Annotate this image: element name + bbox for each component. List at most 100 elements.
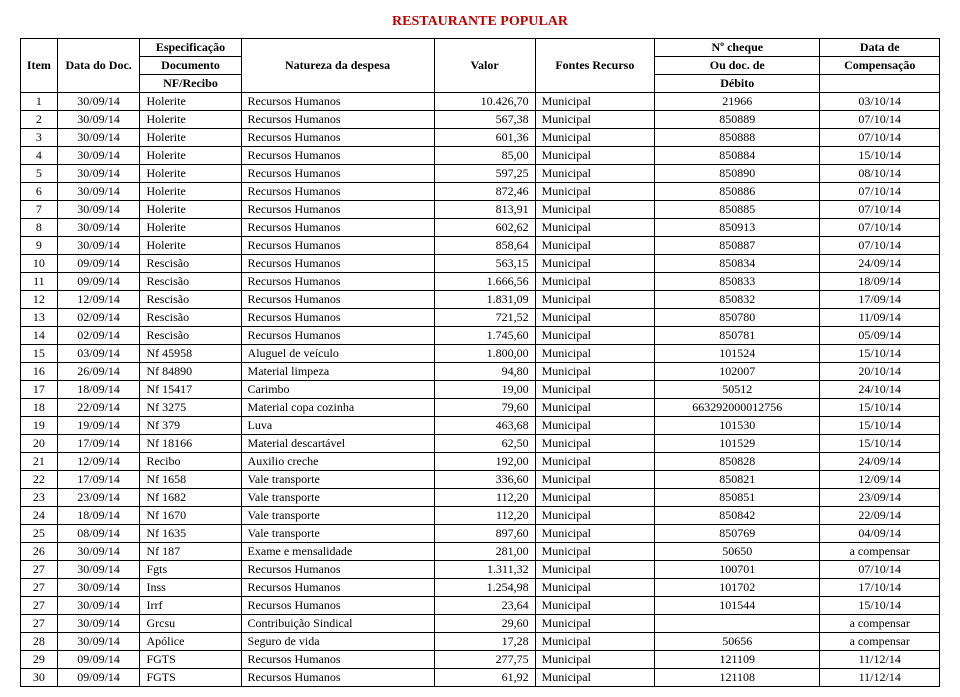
table-row: 930/09/14HoleriteRecursos Humanos858,64M…	[21, 237, 940, 255]
cell-valor: 85,00	[434, 147, 535, 165]
cell-espec: Fgts	[140, 561, 241, 579]
table-body: 130/09/14HoleriteRecursos Humanos10.426,…	[21, 93, 940, 687]
cell-fonte: Municipal	[535, 273, 654, 291]
cell-item: 17	[21, 381, 58, 399]
cell-espec: Holerite	[140, 201, 241, 219]
cell-item: 15	[21, 345, 58, 363]
table-row: 3009/09/14FGTSRecursos Humanos61,92Munic…	[21, 669, 940, 687]
cell-data-doc: 30/09/14	[57, 237, 140, 255]
table-row: 2730/09/14FgtsRecursos Humanos1.311,32Mu…	[21, 561, 940, 579]
cell-natureza: Recursos Humanos	[241, 237, 434, 255]
cell-fonte: Municipal	[535, 237, 654, 255]
cell-valor: 17,28	[434, 633, 535, 651]
cell-cheque: 50512	[655, 381, 820, 399]
cell-data-doc: 30/09/14	[57, 543, 140, 561]
cell-comp: 11/09/14	[820, 309, 940, 327]
cell-data-doc: 12/09/14	[57, 291, 140, 309]
cell-espec: Holerite	[140, 237, 241, 255]
cell-data-doc: 17/09/14	[57, 471, 140, 489]
cell-fonte: Municipal	[535, 201, 654, 219]
cell-data-doc: 30/09/14	[57, 93, 140, 111]
cell-espec: Rescisão	[140, 327, 241, 345]
cell-data-doc: 30/09/14	[57, 579, 140, 597]
cell-comp: 04/09/14	[820, 525, 940, 543]
cell-item: 28	[21, 633, 58, 651]
cell-natureza: Recursos Humanos	[241, 183, 434, 201]
cell-fonte: Municipal	[535, 633, 654, 651]
cell-natureza: Recursos Humanos	[241, 561, 434, 579]
cell-natureza: Recursos Humanos	[241, 597, 434, 615]
cell-comp: 15/10/14	[820, 597, 940, 615]
cell-item: 3	[21, 129, 58, 147]
cell-comp: 24/09/14	[820, 255, 940, 273]
cell-item: 5	[21, 165, 58, 183]
cell-data-doc: 30/09/14	[57, 147, 140, 165]
cell-espec: Nf 187	[140, 543, 241, 561]
cell-espec: Holerite	[140, 129, 241, 147]
cell-espec: Nf 1635	[140, 525, 241, 543]
cell-natureza: Vale transporte	[241, 471, 434, 489]
cell-natureza: Recursos Humanos	[241, 309, 434, 327]
cell-natureza: Material limpeza	[241, 363, 434, 381]
cell-cheque: 850913	[655, 219, 820, 237]
cell-valor: 277,75	[434, 651, 535, 669]
cell-espec: FGTS	[140, 651, 241, 669]
cell-data-doc: 22/09/14	[57, 399, 140, 417]
cell-espec: Rescisão	[140, 273, 241, 291]
table-row: 1626/09/14Nf 84890Material limpeza94,80M…	[21, 363, 940, 381]
cell-data-doc: 03/09/14	[57, 345, 140, 363]
cell-natureza: Recursos Humanos	[241, 327, 434, 345]
table-row: 2630/09/14Nf 187Exame e mensalidade281,0…	[21, 543, 940, 561]
cell-valor: 94,80	[434, 363, 535, 381]
cell-fonte: Municipal	[535, 579, 654, 597]
table-row: 2217/09/14Nf 1658Vale transporte336,60Mu…	[21, 471, 940, 489]
cell-fonte: Municipal	[535, 165, 654, 183]
cell-item: 2	[21, 111, 58, 129]
cell-natureza: Recursos Humanos	[241, 165, 434, 183]
cell-valor: 602,62	[434, 219, 535, 237]
cell-valor: 29,60	[434, 615, 535, 633]
cell-fonte: Municipal	[535, 669, 654, 687]
expenses-table: Item Data do Doc. Especificação Natureza…	[20, 38, 940, 687]
cell-item: 11	[21, 273, 58, 291]
col-espec-3: NF/Recibo	[140, 75, 241, 93]
cell-valor: 336,60	[434, 471, 535, 489]
cell-cheque: 121109	[655, 651, 820, 669]
cell-cheque: 850887	[655, 237, 820, 255]
cell-item: 21	[21, 453, 58, 471]
table-row: 1822/09/14Nf 3275Material copa cozinha79…	[21, 399, 940, 417]
cell-fonte: Municipal	[535, 255, 654, 273]
cell-valor: 597,25	[434, 165, 535, 183]
cell-data-doc: 30/09/14	[57, 111, 140, 129]
cell-item: 6	[21, 183, 58, 201]
cell-valor: 23,64	[434, 597, 535, 615]
cell-data-doc: 30/09/14	[57, 201, 140, 219]
col-valor: Valor	[434, 39, 535, 93]
cell-data-doc: 17/09/14	[57, 435, 140, 453]
cell-item: 19	[21, 417, 58, 435]
cell-data-doc: 19/09/14	[57, 417, 140, 435]
cell-data-doc: 02/09/14	[57, 327, 140, 345]
cell-comp: 05/09/14	[820, 327, 940, 345]
table-row: 2323/09/14Nf 1682Vale transporte112,20Mu…	[21, 489, 940, 507]
cell-fonte: Municipal	[535, 93, 654, 111]
cell-espec: Holerite	[140, 183, 241, 201]
cell-fonte: Municipal	[535, 219, 654, 237]
cell-natureza: Recursos Humanos	[241, 669, 434, 687]
cell-natureza: Recursos Humanos	[241, 93, 434, 111]
cell-fonte: Municipal	[535, 327, 654, 345]
cell-comp: 15/10/14	[820, 399, 940, 417]
table-row: 1302/09/14RescisãoRecursos Humanos721,52…	[21, 309, 940, 327]
cell-comp: 22/09/14	[820, 507, 940, 525]
table-row: 2830/09/14ApóliceSeguro de vida17,28Muni…	[21, 633, 940, 651]
cell-data-doc: 30/09/14	[57, 183, 140, 201]
cell-data-doc: 30/09/14	[57, 597, 140, 615]
cell-natureza: Vale transporte	[241, 507, 434, 525]
cell-espec: Holerite	[140, 219, 241, 237]
cell-espec: Irrf	[140, 597, 241, 615]
col-cheque-1: Nº cheque	[655, 39, 820, 57]
cell-cheque: 850834	[655, 255, 820, 273]
cell-comp: 17/09/14	[820, 291, 940, 309]
cell-cheque: 101529	[655, 435, 820, 453]
cell-natureza: Luva	[241, 417, 434, 435]
